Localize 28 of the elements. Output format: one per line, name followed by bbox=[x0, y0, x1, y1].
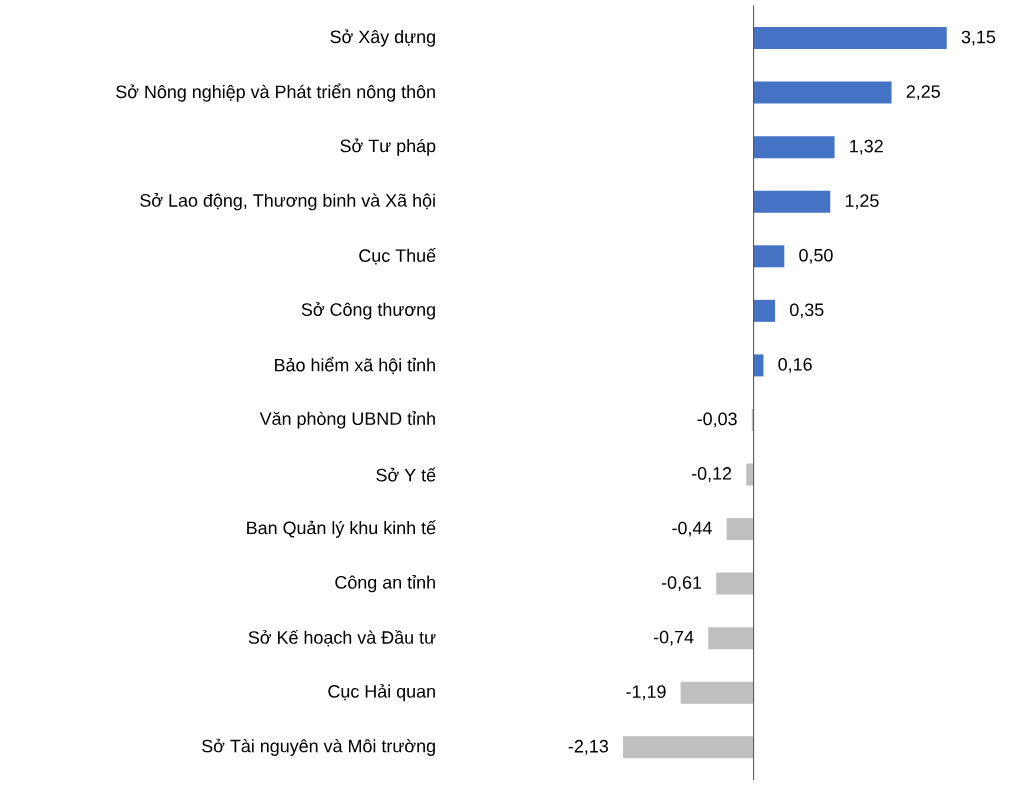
data-label: -0,44 bbox=[672, 521, 712, 537]
data-label: -0,61 bbox=[661, 576, 702, 592]
data-label: 0,35 bbox=[790, 303, 824, 319]
y-tick-label: Sở Y tế bbox=[376, 467, 436, 482]
data-label: 1,25 bbox=[845, 194, 879, 210]
data-label: 3,15 bbox=[961, 30, 996, 46]
y-tick-label: Sở Tư pháp bbox=[340, 138, 436, 156]
data-label: 2,25 bbox=[906, 85, 940, 101]
data-label: -0,74 bbox=[653, 630, 694, 646]
y-tick-label: Sở Kế hoạch và Đầu tư bbox=[248, 629, 436, 647]
y-tick-label: Sở Công thương bbox=[301, 302, 435, 320]
y-tick-label: Sở Xây dựng bbox=[330, 29, 435, 47]
data-label: 0,50 bbox=[799, 248, 833, 264]
data-label: 1,32 bbox=[850, 139, 883, 155]
y-tick-label: Công an tỉnh bbox=[335, 574, 435, 593]
data-label: -2,13 bbox=[568, 739, 608, 755]
y-tick-label: Văn phòng UBND tỉnh bbox=[259, 411, 435, 429]
data-label: -1,19 bbox=[626, 685, 666, 701]
data-label: 0,16 bbox=[778, 357, 812, 373]
y-tick-label: Bảo hiểm xã hội tỉnh bbox=[275, 356, 435, 374]
y-tick-label: Sở Lao động, Thương binh và Xã hội bbox=[140, 193, 435, 211]
data-label: -0,12 bbox=[691, 467, 732, 482]
y-tick-label: Sở Tài nguyên và Môi trường bbox=[202, 738, 435, 756]
y-tick-label: Ban Quản lý khu kinh tế bbox=[247, 520, 436, 538]
y-tick-label: Sở Nông nghiệp và Phát triển nông thôn bbox=[116, 83, 435, 102]
data-label: -0,03 bbox=[697, 412, 737, 428]
y-tick-label: Cục Thuế bbox=[359, 248, 436, 265]
y-tick-label: Cục Hải quan bbox=[328, 684, 435, 702]
